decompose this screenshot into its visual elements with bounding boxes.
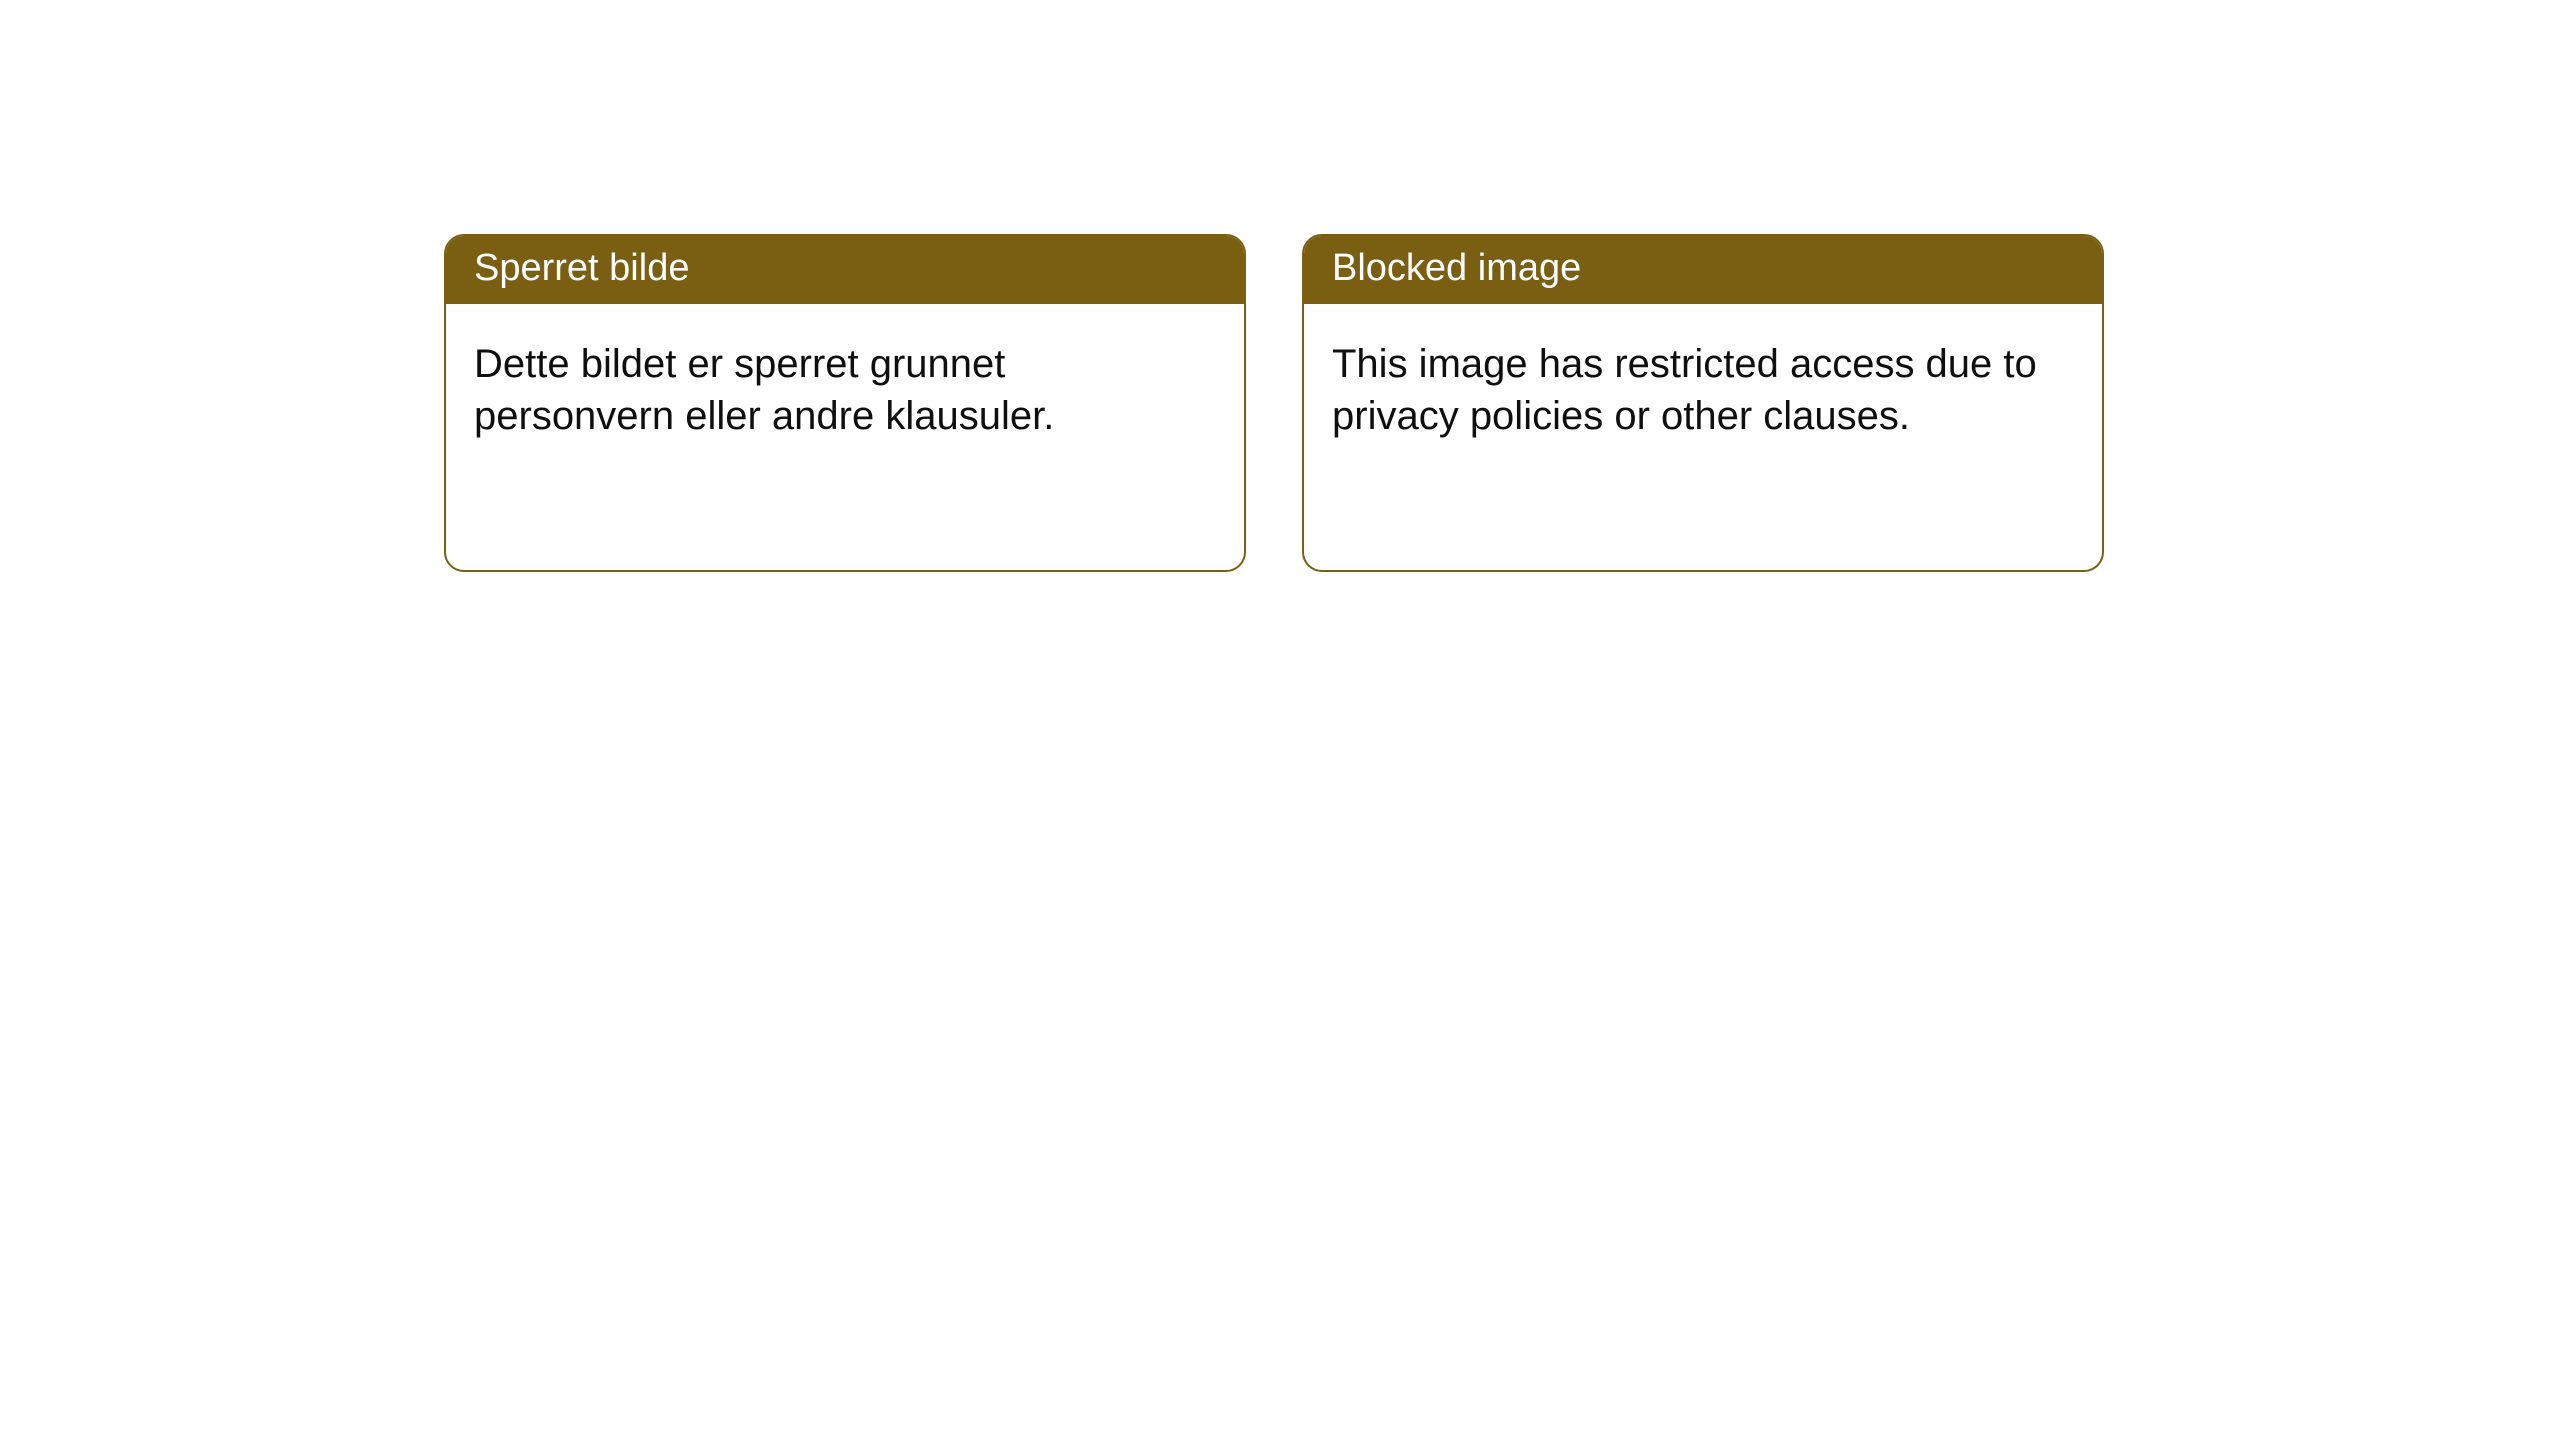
blocked-image-card-en: Blocked image This image has restricted … [1302,234,2104,572]
card-title: Sperret bilde [446,236,1244,304]
blocked-image-card-no: Sperret bilde Dette bildet er sperret gr… [444,234,1246,572]
card-body-text: This image has restricted access due to … [1304,304,2102,478]
card-body-text: Dette bildet er sperret grunnet personve… [446,304,1244,478]
cards-row: Sperret bilde Dette bildet er sperret gr… [0,0,2560,572]
card-title: Blocked image [1304,236,2102,304]
